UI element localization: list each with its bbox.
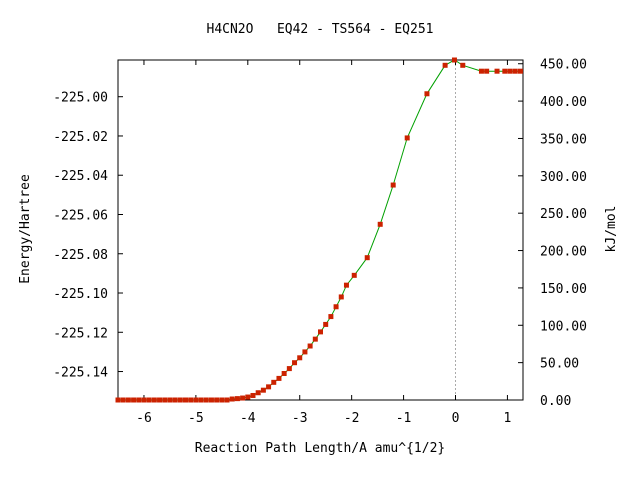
x-tick-label: -2 bbox=[344, 411, 360, 426]
y-tick-label: -225.02 bbox=[53, 130, 108, 145]
data-point bbox=[157, 397, 163, 403]
data-point bbox=[198, 397, 204, 403]
data-point bbox=[297, 355, 303, 361]
chart-title: H4CN2O EQ42 - TS564 - EQ251 bbox=[207, 22, 434, 37]
data-point bbox=[484, 68, 490, 74]
data-point bbox=[193, 397, 199, 403]
data-point bbox=[115, 397, 121, 403]
data-point bbox=[203, 397, 209, 403]
data-point bbox=[460, 62, 466, 68]
data-point bbox=[478, 68, 484, 74]
y-tick-label: -225.10 bbox=[53, 287, 108, 302]
plot-frame bbox=[117, 59, 524, 401]
data-point bbox=[343, 282, 349, 288]
y2-tick-label: 450.00 bbox=[540, 58, 587, 73]
data-point bbox=[131, 397, 137, 403]
data-point bbox=[292, 360, 298, 366]
data-point bbox=[266, 384, 272, 390]
data-point bbox=[208, 397, 214, 403]
data-point bbox=[351, 272, 357, 278]
y2-tick-label: 300.00 bbox=[540, 170, 587, 185]
data-point bbox=[240, 395, 246, 401]
y-axis-label: Energy/Hartree bbox=[18, 174, 33, 284]
y-tick-label: -225.12 bbox=[53, 326, 108, 341]
x-tick-label: -6 bbox=[136, 411, 152, 426]
data-point bbox=[307, 343, 313, 349]
data-point bbox=[302, 349, 308, 355]
data-point bbox=[188, 397, 194, 403]
data-point bbox=[229, 396, 235, 402]
y-tick-label: -225.00 bbox=[53, 91, 108, 106]
x-tick-label: -4 bbox=[240, 411, 256, 426]
data-point bbox=[517, 68, 523, 74]
data-point bbox=[162, 397, 168, 403]
y-tick-label: -225.14 bbox=[53, 366, 108, 381]
y2-tick-label: 400.00 bbox=[540, 95, 587, 110]
data-point bbox=[502, 68, 508, 74]
data-point bbox=[250, 392, 256, 398]
data-point bbox=[141, 397, 147, 403]
data-point bbox=[219, 397, 225, 403]
data-point bbox=[276, 375, 282, 381]
data-point bbox=[120, 397, 126, 403]
data-point bbox=[390, 182, 396, 188]
y2-tick-label: 100.00 bbox=[540, 319, 587, 334]
data-point bbox=[260, 387, 266, 393]
y2-tick-label: 50.00 bbox=[540, 357, 579, 372]
data-point bbox=[167, 397, 173, 403]
data-point bbox=[333, 304, 339, 310]
x-axis-label: Reaction Path Length/A amu^{1/2} bbox=[195, 441, 445, 456]
data-point bbox=[151, 397, 157, 403]
x-tick-label: 1 bbox=[504, 411, 512, 426]
y2-tick-label: 350.00 bbox=[540, 132, 587, 147]
y2-tick-label: 250.00 bbox=[540, 207, 587, 222]
y-tick-label: -225.06 bbox=[53, 208, 108, 223]
y2-tick-label: 150.00 bbox=[540, 282, 587, 297]
data-point bbox=[281, 370, 287, 376]
data-point bbox=[328, 314, 334, 320]
y-tick-label: -225.04 bbox=[53, 169, 108, 184]
data-point bbox=[338, 294, 344, 300]
data-point bbox=[172, 397, 178, 403]
y2-axis-label: kJ/mol bbox=[604, 206, 619, 253]
data-point bbox=[146, 397, 152, 403]
y-tick-label: -225.08 bbox=[53, 248, 108, 263]
data-point bbox=[245, 394, 251, 400]
data-point bbox=[318, 329, 323, 335]
data-point bbox=[234, 396, 240, 402]
x-tick-label: -5 bbox=[188, 411, 204, 426]
data-point bbox=[312, 336, 318, 342]
x-tick-label: -3 bbox=[292, 411, 308, 426]
data-point bbox=[364, 255, 370, 261]
data-point bbox=[255, 390, 261, 396]
data-point bbox=[125, 397, 131, 403]
data-point bbox=[404, 135, 410, 141]
y2-tick-label: 0.00 bbox=[540, 394, 571, 409]
data-point bbox=[494, 68, 500, 74]
x-tick-label: -1 bbox=[396, 411, 412, 426]
data-point bbox=[136, 397, 142, 403]
data-point bbox=[224, 397, 230, 403]
plot-area: -6 -5 -4 -3 -2 -1 0 1 -225.00 -225.02 -225.04 -225.… bbox=[53, 57, 587, 426]
data-point bbox=[442, 62, 448, 68]
data-point bbox=[271, 379, 277, 385]
y2-tick-label: 200.00 bbox=[540, 245, 587, 260]
x-tick-label: 0 bbox=[452, 411, 460, 426]
data-point bbox=[377, 221, 383, 227]
data-point bbox=[177, 397, 183, 403]
data-point bbox=[214, 397, 220, 403]
data-point bbox=[512, 68, 518, 74]
data-point bbox=[286, 366, 292, 372]
data-point bbox=[507, 68, 513, 74]
series-line bbox=[118, 59, 521, 401]
data-point bbox=[424, 91, 430, 97]
data-point bbox=[323, 321, 329, 327]
data-point bbox=[451, 57, 457, 63]
data-point bbox=[183, 397, 188, 403]
